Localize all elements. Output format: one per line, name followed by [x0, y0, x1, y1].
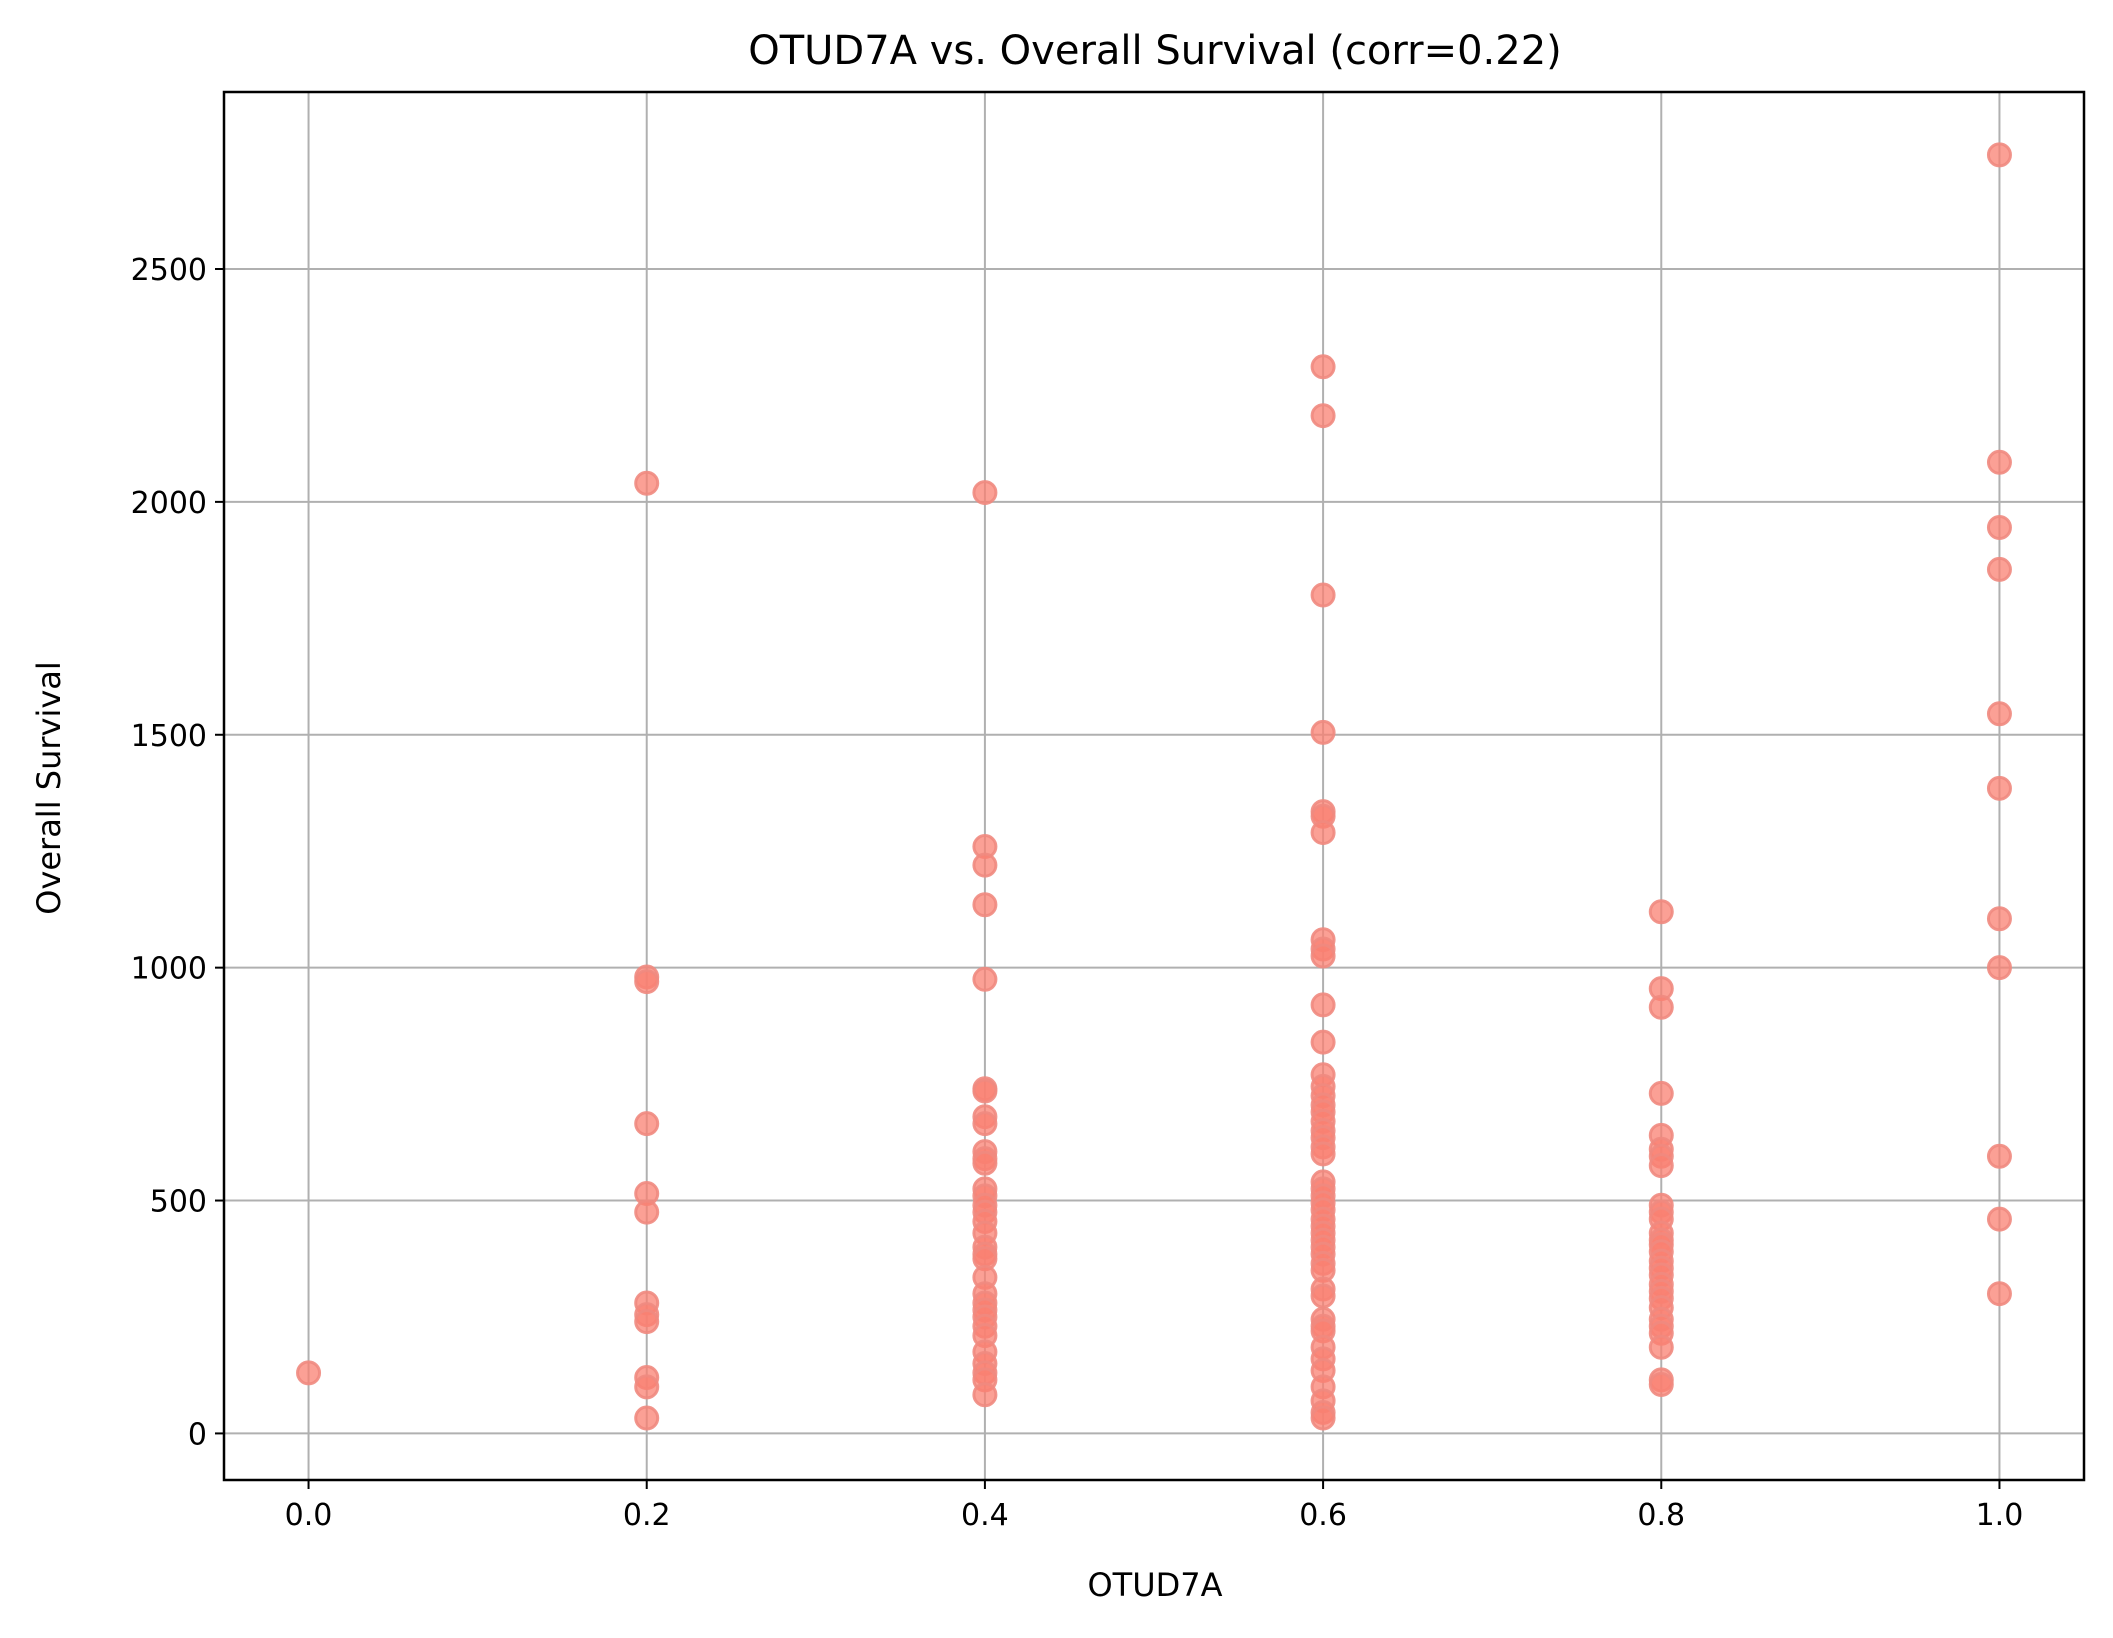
scatter-point	[1648, 1080, 1674, 1106]
y-tick-label: 1000	[131, 952, 207, 987]
scatter-point	[1310, 943, 1336, 969]
scatter-point	[1986, 955, 2012, 981]
scatter-point	[634, 1374, 660, 1400]
y-tick-label: 1500	[131, 719, 207, 754]
scatter-point	[1310, 992, 1336, 1018]
scatter-point	[1986, 1281, 2012, 1307]
x-tick-label: 0.4	[961, 1498, 1009, 1533]
scatter-point	[1986, 1143, 2012, 1169]
scatter-point	[1648, 899, 1674, 925]
scatter-point	[1648, 1153, 1674, 1179]
x-axis-title: OTUD7A	[1087, 1566, 1222, 1604]
scatter-point	[634, 1309, 660, 1335]
scatter-point	[1310, 582, 1336, 608]
y-axis-ticks: 0 500 1000 1500 2000 2500	[131, 253, 224, 1452]
scatter-point	[972, 892, 998, 918]
scatter-point	[1986, 556, 2012, 582]
y-axis-title: Overall Survival	[30, 661, 68, 915]
scatter-point	[1986, 775, 2012, 801]
scatter-point	[1310, 1141, 1336, 1167]
scatter-point	[972, 852, 998, 878]
scatter-point	[972, 1150, 998, 1176]
scatter-point	[1648, 994, 1674, 1020]
scatter-point	[972, 1078, 998, 1104]
scatter-point	[1310, 1029, 1336, 1055]
scatter-point	[1986, 1206, 2012, 1232]
chart-title: OTUD7A vs. Overall Survival (corr=0.22)	[748, 28, 1562, 74]
y-tick-label: 2000	[131, 486, 207, 521]
scatter-point	[296, 1360, 322, 1386]
scatter-point	[1310, 354, 1336, 380]
scatter-point	[634, 1405, 660, 1431]
scatter-point	[972, 480, 998, 506]
scatter-point	[634, 470, 660, 496]
scatter-point	[972, 1382, 998, 1408]
y-tick-label: 500	[150, 1185, 207, 1220]
x-axis-ticks: 0.0 0.2 0.4 0.6 0.8 1.0	[285, 1480, 2024, 1533]
scatter-point	[1310, 1405, 1336, 1431]
y-tick-label: 2500	[131, 253, 207, 288]
x-tick-label: 0.2	[623, 1498, 671, 1533]
y-tick-label: 0	[188, 1417, 207, 1452]
x-tick-label: 0.8	[1637, 1498, 1685, 1533]
scatter-point	[1310, 719, 1336, 745]
scatter-point	[1986, 449, 2012, 475]
scatter-point	[1986, 906, 2012, 932]
scatter-point	[1986, 514, 2012, 540]
scatter-point	[634, 969, 660, 995]
x-tick-label: 1.0	[1976, 1498, 2024, 1533]
x-tick-label: 0.0	[285, 1498, 333, 1533]
x-tick-label: 0.6	[1299, 1498, 1347, 1533]
points-layer	[296, 142, 2012, 1431]
plot-area-frame	[222, 90, 2086, 1482]
scatter-point	[634, 1111, 660, 1137]
scatter-point	[1310, 403, 1336, 429]
scatter-point	[1310, 820, 1336, 846]
scatter-point	[972, 1111, 998, 1137]
scatter-point	[1648, 1372, 1674, 1398]
scatter-point	[1648, 1334, 1674, 1360]
scatter-point	[634, 1199, 660, 1225]
scatter-point	[1986, 142, 2012, 168]
scatter-point	[1986, 701, 2012, 727]
scatter-point	[1310, 1283, 1336, 1309]
scatter-point	[972, 966, 998, 992]
